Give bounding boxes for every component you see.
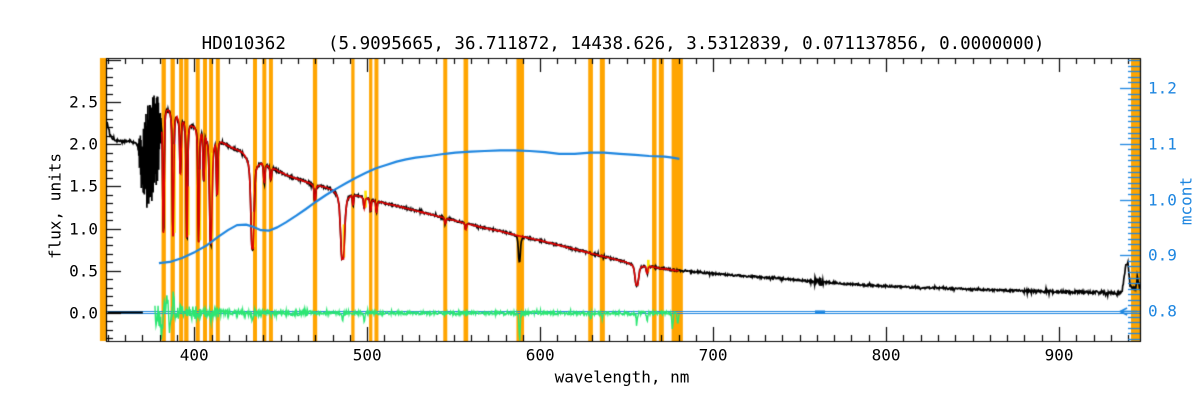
mcont-tick-label: 1.2 xyxy=(1148,78,1177,98)
mcont-tick-label: 1.1 xyxy=(1148,134,1177,154)
flux-tick-label: 1.0 xyxy=(69,219,98,239)
x-tick-label: 500 xyxy=(352,345,382,365)
flux-tick-label: 0.0 xyxy=(69,303,98,323)
x-tick-label: 600 xyxy=(525,345,555,365)
y-axis-label-right: mcont xyxy=(1176,176,1196,226)
mcont-tick-label: 1.0 xyxy=(1148,190,1177,209)
mcont-tick-label: 0.9 xyxy=(1148,245,1177,265)
mcont-tick-label: 0.8 xyxy=(1148,301,1177,321)
flux-tick-label: 0.5 xyxy=(69,261,98,281)
x-tick-label: 900 xyxy=(1044,345,1074,365)
flux-tick-label: 1.5 xyxy=(69,176,98,196)
x-tick-label: 400 xyxy=(179,345,209,365)
x-tick-label: 800 xyxy=(871,345,901,365)
x-axis-label: wavelength, nm xyxy=(554,367,690,387)
x-tick-label: 700 xyxy=(698,345,728,365)
flux-tick-label: 2.5 xyxy=(69,92,98,112)
plot-title: HD010362 (5.9095665, 36.711872, 14438.62… xyxy=(201,34,1045,54)
y-axis-label-left: flux, units xyxy=(45,153,65,259)
flux-tick-label: 2.0 xyxy=(69,134,98,154)
